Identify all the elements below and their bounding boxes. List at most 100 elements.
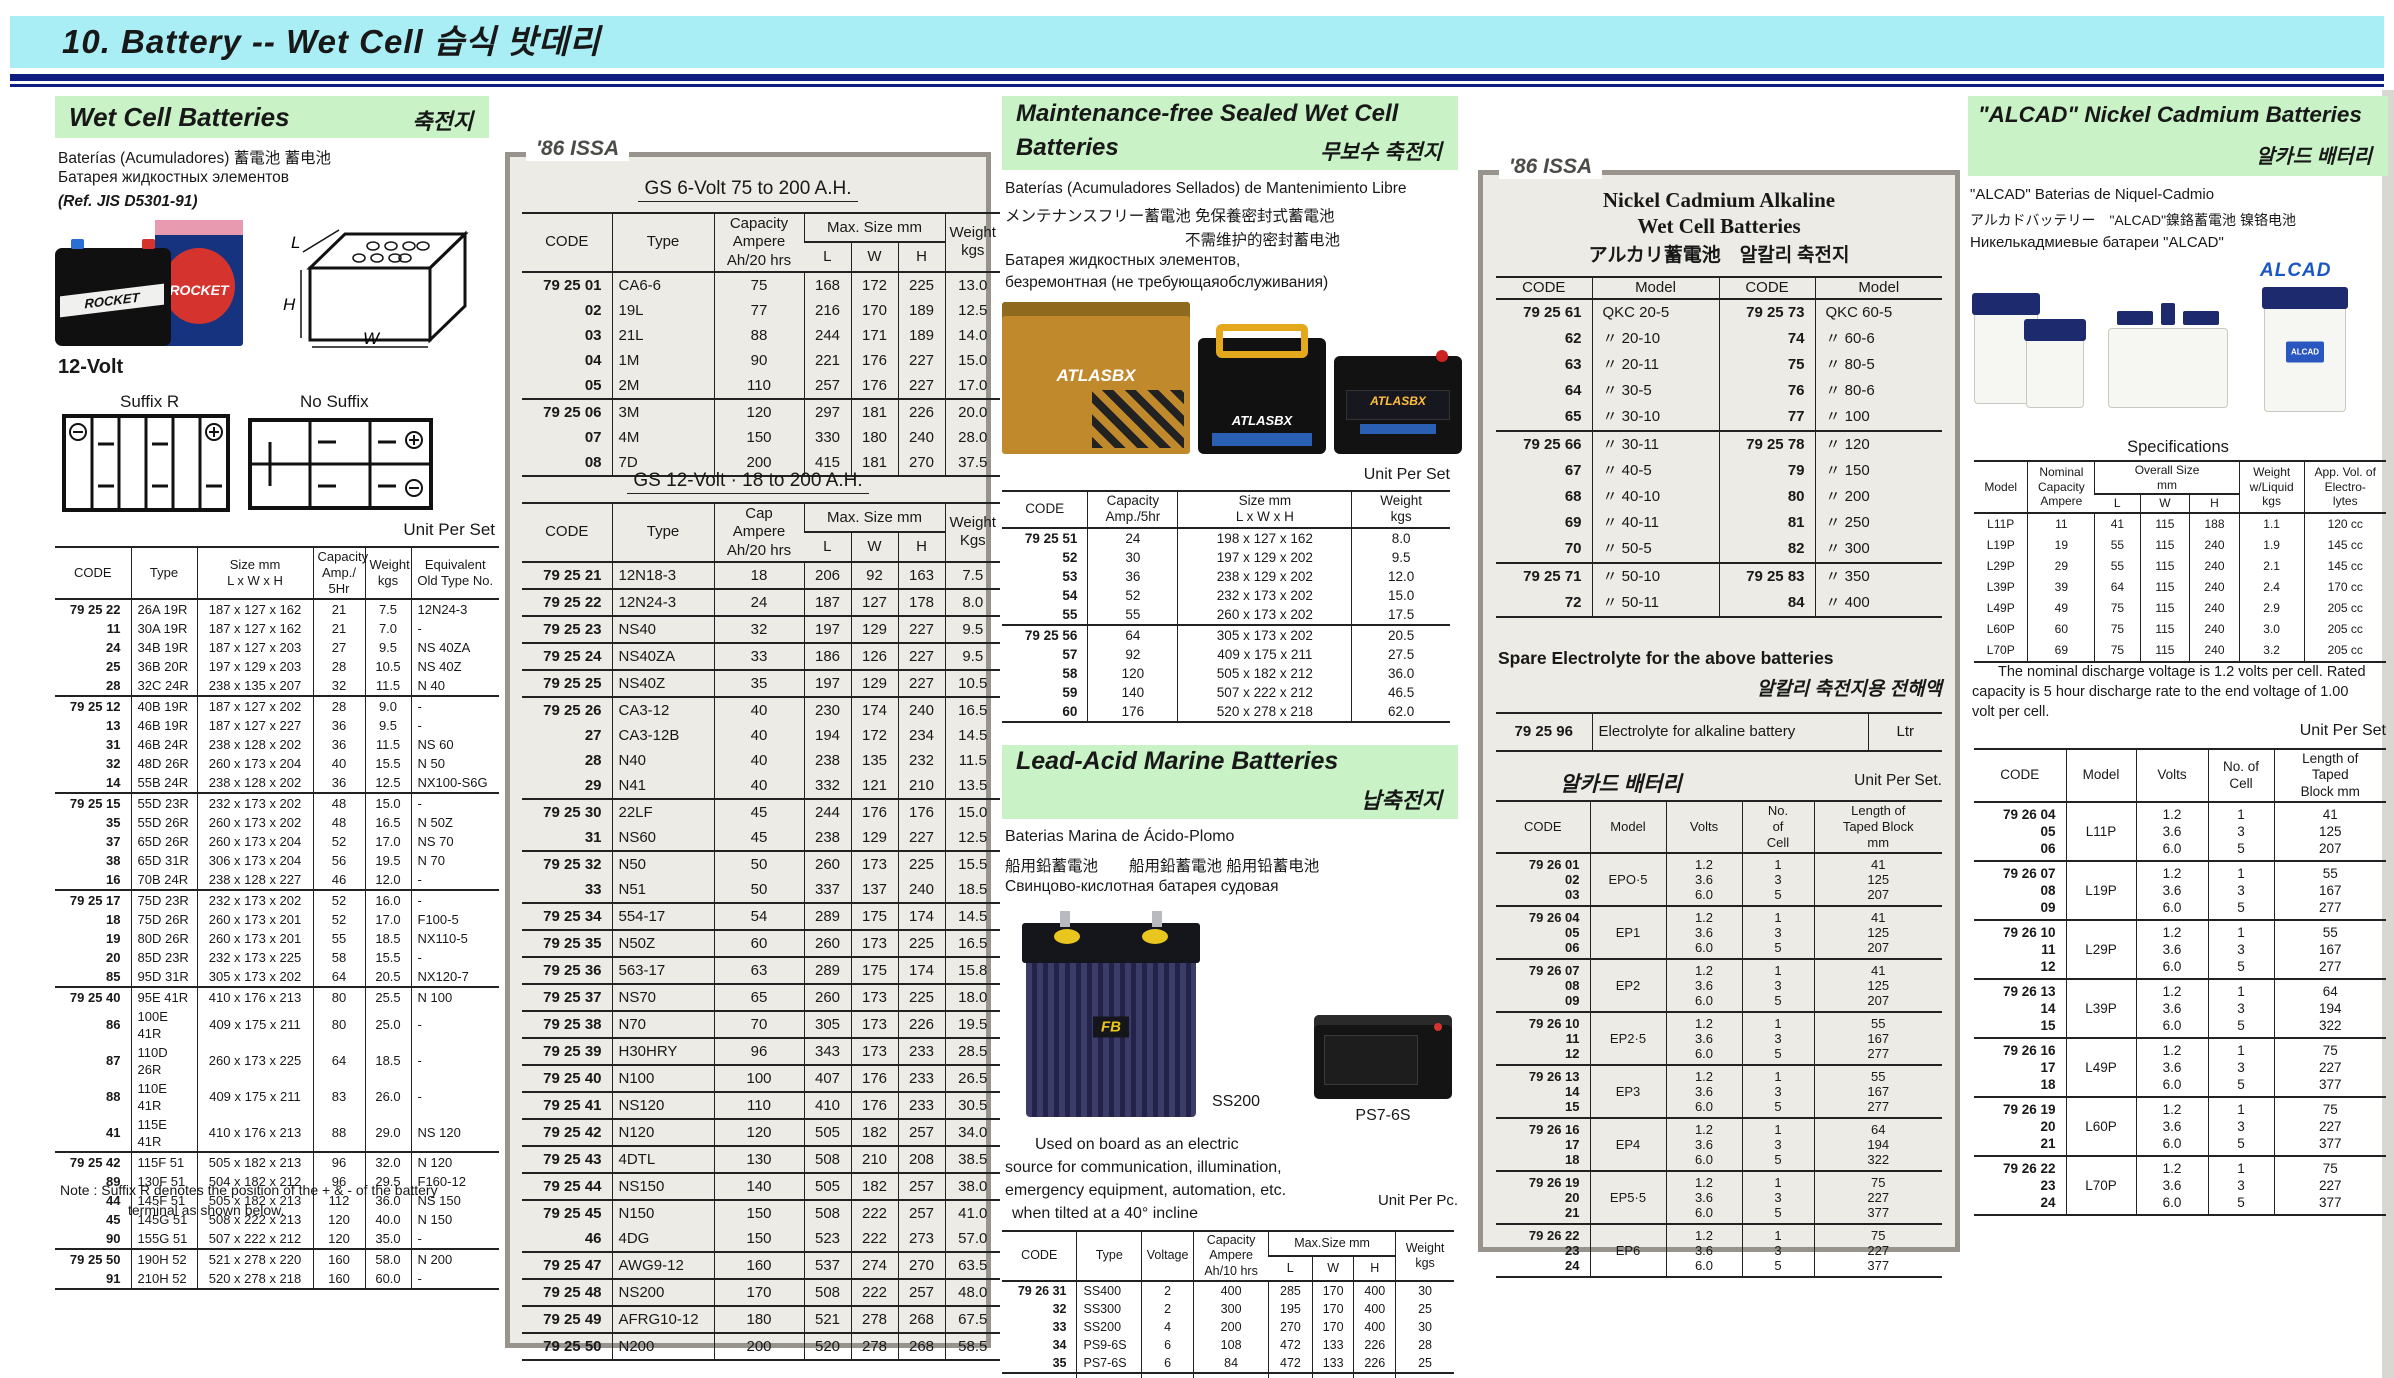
- table-cell: 1.2 3.6 6.0: [1665, 1063, 1742, 1118]
- table-row: 79 25 47 AWG9-12 160 537 274 270 63.5: [522, 1250, 1000, 1279]
- table-cell: 53: [1062, 568, 1078, 584]
- table-cell: 133: [1311, 1335, 1354, 1354]
- cell-line: 1: [2237, 866, 2245, 882]
- subtitle-jp: メンテナンスフリー蓄電池 免保養密封式蓄電池: [1005, 208, 1335, 225]
- cell-line: 1.2: [2162, 1043, 2182, 1059]
- table-cell: SS400: [1076, 1279, 1142, 1300]
- no-suffix-label: No Suffix: [300, 392, 369, 411]
- cell-line: 79 26 16: [2002, 1043, 2056, 1059]
- table-cell: 176: [1087, 701, 1178, 722]
- table-cell: 240: [897, 876, 945, 903]
- table-cell: 400: [1193, 1279, 1269, 1300]
- subtitle-ru1: Батарея жидкостных элементов,: [1005, 252, 1241, 269]
- table-cell: 233: [897, 1090, 945, 1119]
- table-cell: L29P: [1986, 558, 2015, 573]
- table-cell: 130: [713, 1144, 804, 1173]
- table-row: 79 26 22 23 24 L70P 1.2 3.6 6.0 1 3 5 75 227 377: [1974, 1155, 2386, 1216]
- table-cell: NX110-5: [410, 928, 499, 948]
- table-row: 79 25 32 N50 50 260 173 225 15.5: [522, 849, 1000, 877]
- table-row: 59 140 507 x 222 x 212 46.5: [1002, 682, 1450, 702]
- table-cell: 20: [106, 949, 121, 965]
- table-cell: 238 x 128 x 202: [196, 734, 313, 754]
- nicad-title-line2: Wet Cell Batteries: [1637, 214, 1801, 238]
- table-cell: 260 x 173 x 202: [196, 812, 313, 832]
- table-cell: 13: [106, 717, 121, 733]
- table-cell: 79 26 07 08 09: [1974, 860, 2066, 921]
- table-row: 07 4M 150 330 180 240 28.0: [522, 424, 1000, 450]
- cell-line: 5: [2237, 900, 2245, 916]
- table-cell: 115: [2139, 639, 2190, 662]
- col-length: Length of Taped Block mm: [1813, 800, 1942, 854]
- table-cell: 170: [850, 297, 898, 323]
- table-cell: 79 25 15: [55, 791, 131, 813]
- table-cell: 4DTL: [611, 1144, 714, 1173]
- col-weight: Weight kgs: [1351, 490, 1450, 529]
- table-cell: 12.0: [1351, 566, 1450, 586]
- col-l: L: [2094, 493, 2141, 514]
- table-row: 79 26 04 05 06 EP1 1.2 3.6 6.0 1 3 5 41 125 207: [1496, 904, 1942, 959]
- table-cell: 520 x 278 x 218: [1177, 701, 1352, 722]
- table-cell: 18.5: [364, 1042, 411, 1079]
- cell-line: 167: [1867, 1083, 1890, 1099]
- table-cell: 48: [312, 791, 365, 813]
- cell-line: 207: [2318, 841, 2342, 857]
- electrolyte-desc: Electrolyte for alkaline battery: [1591, 712, 1868, 751]
- cell-line: 6.0: [1694, 1098, 1714, 1114]
- cell-line: 5: [2237, 1136, 2245, 1152]
- table-cell: 55D 26R: [130, 812, 197, 832]
- table-row: 52 30 197 x 129 x 202 9.5: [1002, 547, 1450, 567]
- col-volts: Volts: [1665, 800, 1742, 854]
- table-cell: 17.0: [364, 831, 411, 851]
- table-cell: 58: [312, 947, 365, 967]
- table-cell: 79 25 41: [522, 1090, 612, 1119]
- cell-line: 6.0: [1694, 1045, 1714, 1061]
- table-cell: 4M: [611, 424, 714, 450]
- table-cell: 19.5: [364, 850, 411, 870]
- table-cell: 1.9: [2238, 534, 2304, 556]
- table-cell: 173: [850, 849, 898, 877]
- table-cell: 79 25 26: [522, 695, 612, 723]
- issa-label: '86 ISSA: [526, 137, 630, 161]
- table-cell: L19P: [2065, 860, 2136, 921]
- unit-per-set-label: Unit Per Set: [403, 520, 495, 539]
- table-row: 79 25 66 〃 30-11 79 25 78 〃 120: [1496, 430, 1942, 459]
- cell-line: 3: [1774, 977, 1782, 993]
- table-cell: 11.5: [364, 734, 411, 754]
- cell-line: 227: [1867, 1242, 1890, 1258]
- table-cell: 400: [1353, 1279, 1396, 1300]
- cell-line: 24: [2040, 1195, 2056, 1211]
- table-cell: 49: [2027, 597, 2095, 619]
- table-cell: 40B 19R: [130, 694, 197, 716]
- cell-line: 194: [2318, 1001, 2342, 1017]
- table-cell: 110E 41R: [130, 1078, 197, 1115]
- rocket-battery-photo: ROCKET: [55, 239, 171, 346]
- table-cell: 60: [1062, 703, 1078, 719]
- cell-line: 3: [1774, 1242, 1782, 1258]
- table-cell: 225: [897, 982, 945, 1011]
- table-cell: 36B 20R: [130, 656, 197, 676]
- cell-line: 1.2: [2162, 984, 2182, 1000]
- table-cell: 79 25 42: [55, 1150, 131, 1172]
- table-cell: 75: [713, 270, 804, 298]
- table-cell: 15.0: [364, 791, 411, 813]
- table-cell: 〃 30-5: [1591, 378, 1719, 405]
- table-row: 79 25 21 12N18-3 18 206 92 163 7.5: [522, 560, 1000, 589]
- table-cell: 21: [312, 618, 365, 638]
- table-cell: 86: [106, 1017, 121, 1033]
- cell-line: 5: [2237, 959, 2245, 975]
- table-cell: 140: [1087, 682, 1178, 702]
- table-cell: 332: [803, 772, 851, 799]
- table-cell: 60: [2027, 618, 2095, 640]
- cell-line: 1.2: [1694, 909, 1714, 925]
- table-cell: 64 194 322: [2273, 978, 2386, 1039]
- table-row: 79 25 48 NS200 170 508 222 257 48.0: [522, 1277, 1000, 1306]
- table-cell: NS40ZA: [611, 641, 714, 670]
- table-cell: 30: [1395, 1317, 1454, 1336]
- table-cell: 240: [2189, 555, 2240, 577]
- table-cell: 260: [803, 982, 851, 1011]
- table-cell: 181: [850, 397, 898, 425]
- table-cell: PS7-6S: [1076, 1353, 1142, 1373]
- table-cell: 187 x 127 x 202: [196, 694, 313, 716]
